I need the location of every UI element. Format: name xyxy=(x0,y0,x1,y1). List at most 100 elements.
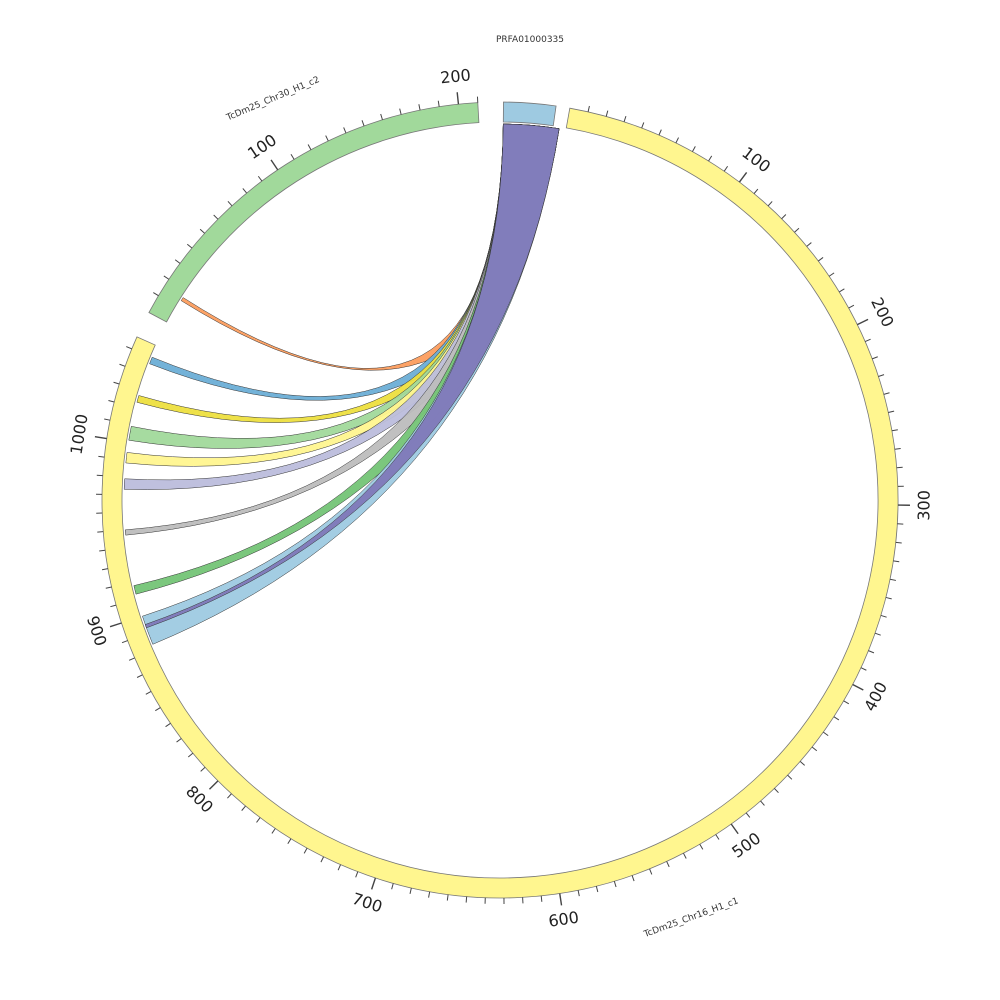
minor-tick xyxy=(110,604,117,608)
minor-tick xyxy=(126,346,133,350)
minor-tick xyxy=(337,864,341,871)
ideogram-prfa xyxy=(502,101,557,127)
minor-tick xyxy=(241,805,246,811)
minor-tick xyxy=(868,650,875,654)
minor-tick xyxy=(781,214,787,220)
minor-tick xyxy=(658,129,662,136)
minor-tick xyxy=(587,105,590,112)
minor-tick xyxy=(891,429,898,432)
minor-tick xyxy=(320,856,325,863)
minor-tick xyxy=(895,541,902,544)
minor-tick xyxy=(605,110,609,117)
minor-tick xyxy=(343,127,347,134)
major-tick xyxy=(109,622,122,628)
tick-label-chr16-900: 900 xyxy=(83,614,111,649)
minor-tick xyxy=(760,800,765,806)
minor-tick xyxy=(806,242,812,247)
minor-tick xyxy=(675,137,679,144)
tick-label-chr16-600: 600 xyxy=(547,908,580,931)
minor-tick xyxy=(577,890,580,897)
minor-tick xyxy=(200,766,206,772)
minor-tick xyxy=(540,895,543,902)
minor-tick xyxy=(817,257,824,262)
minor-tick xyxy=(839,288,845,293)
minor-tick xyxy=(256,817,261,823)
minor-tick xyxy=(163,275,170,280)
minor-tick xyxy=(753,188,759,194)
major-tick xyxy=(852,683,864,691)
minor-tick xyxy=(105,586,112,589)
minor-tick xyxy=(428,891,431,898)
minor-tick xyxy=(186,243,193,249)
minor-tick xyxy=(883,392,890,395)
minor-tick xyxy=(888,410,895,413)
major-tick xyxy=(730,823,739,835)
minor-tick xyxy=(136,674,143,678)
minor-tick xyxy=(799,761,805,766)
minor-tick xyxy=(446,894,449,901)
minor-tick xyxy=(325,135,329,142)
major-tick xyxy=(94,436,107,440)
minor-tick xyxy=(271,828,276,834)
minor-tick xyxy=(631,875,635,882)
minor-tick xyxy=(723,165,729,172)
tick-label-chr16-100: 100 xyxy=(738,143,774,177)
tick-label-chr30-200: 200 xyxy=(439,65,471,87)
minor-tick xyxy=(773,788,779,794)
tick-label-chr30-100: 100 xyxy=(244,130,280,163)
minor-tick xyxy=(174,259,181,264)
minor-tick xyxy=(155,707,161,712)
ideogram-chr16 xyxy=(101,107,899,899)
minor-tick xyxy=(885,596,892,600)
minor-tick xyxy=(787,774,793,780)
minor-tick xyxy=(287,838,292,845)
minor-tick xyxy=(227,793,232,799)
sequence-label-prfa: PRFA01000335 xyxy=(496,35,564,45)
minor-tick xyxy=(843,700,850,705)
tick-label-chr16-400: 400 xyxy=(860,679,891,715)
minor-tick xyxy=(257,175,263,182)
minor-tick xyxy=(595,886,599,893)
minor-tick xyxy=(811,746,818,752)
tick-label-chr16-500: 500 xyxy=(728,829,764,862)
minor-tick xyxy=(794,227,800,233)
minor-tick xyxy=(242,188,248,194)
tick-label-chr16-700: 700 xyxy=(350,889,385,917)
minor-tick xyxy=(104,418,111,421)
minor-tick xyxy=(355,871,359,878)
sequence-label-chr16: TcDm25_Chr16_H1_c1 xyxy=(642,896,740,940)
minor-tick xyxy=(745,812,751,818)
minor-tick xyxy=(465,896,468,903)
minor-tick xyxy=(880,614,887,618)
minor-tick xyxy=(128,657,135,661)
minor-tick xyxy=(828,272,835,277)
major-tick xyxy=(738,172,748,183)
minor-tick xyxy=(871,356,878,360)
link-ribbon-10 xyxy=(144,123,560,629)
minor-tick xyxy=(715,834,720,840)
minor-tick xyxy=(613,881,617,888)
minor-tick xyxy=(683,852,687,859)
minor-tick xyxy=(623,115,627,122)
minor-tick xyxy=(823,731,829,737)
minor-tick xyxy=(864,338,871,343)
minor-tick xyxy=(878,374,885,377)
minor-tick xyxy=(187,752,194,758)
minor-tick xyxy=(303,847,308,854)
minor-tick xyxy=(165,722,171,728)
sequence-label-chr30: TcDm25_Chr30_H1_c2 xyxy=(224,75,321,124)
minor-tick xyxy=(153,292,159,297)
minor-tick xyxy=(860,667,867,671)
minor-tick xyxy=(213,214,219,220)
minor-tick xyxy=(889,578,897,581)
ideogram-chr30 xyxy=(148,102,480,323)
major-tick xyxy=(856,318,869,326)
minor-tick xyxy=(666,861,670,868)
minor-tick xyxy=(307,144,312,150)
minor-tick xyxy=(641,122,645,129)
minor-tick xyxy=(649,868,653,875)
ideogram-layer xyxy=(101,101,899,899)
minor-tick xyxy=(691,146,696,152)
minor-tick xyxy=(409,887,412,894)
